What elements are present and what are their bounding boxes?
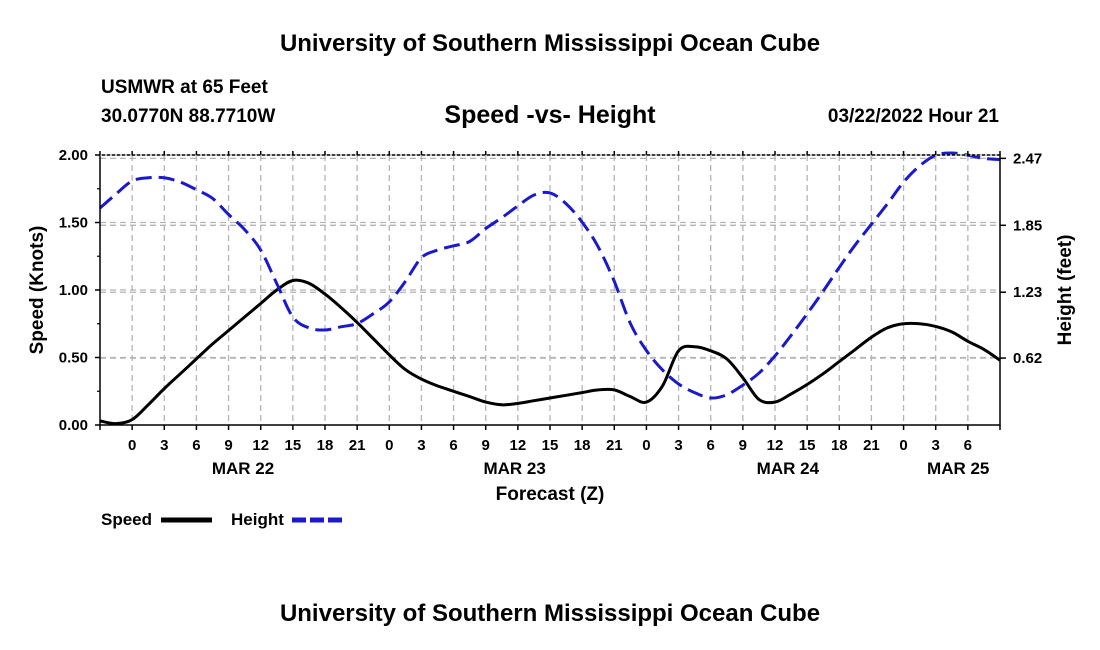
x-tick-label: 15 [542, 437, 559, 454]
x-tick-label: 21 [349, 437, 366, 454]
x-tick-label: 12 [252, 437, 269, 454]
x-tick-label: 15 [285, 437, 302, 454]
axes: 0 3 6 9 12 15 18 21 0 3 6 9 12 15 18 21 0 3 6 9 12 15 18 21 0 3 6M… [59, 147, 1042, 478]
legend-height-label: Height [231, 510, 284, 529]
x-tick-label: 12 [510, 437, 527, 454]
x-tick-label: 18 [317, 437, 334, 454]
legend: Speed Height [101, 510, 343, 529]
datestamp-label: 03/22/2022 Hour 21 [827, 106, 999, 127]
x-tick-label: 9 [224, 437, 232, 454]
x-tick-label: 6 [449, 437, 457, 454]
x-date-label: MAR 24 [757, 459, 820, 478]
x-tick-label: 6 [707, 437, 715, 454]
x-tick-label: 3 [160, 437, 168, 454]
x-tick-label: 6 [192, 437, 200, 454]
y-tick-label: 0.00 [59, 417, 88, 434]
y2-tick-label: 0.62 [1013, 350, 1042, 367]
x-tick-label: 0 [128, 437, 136, 454]
y-axis-label: Speed (Knots) [27, 226, 48, 355]
x-tick-label: 15 [799, 437, 816, 454]
footer-title: University of Southern Mississippi Ocean… [279, 600, 821, 627]
x-tick-label: 0 [899, 437, 907, 454]
chart-subtitle: Speed -vs- Height [444, 101, 656, 129]
y2-tick-label: 1.23 [1013, 284, 1042, 301]
x-date-label: MAR 25 [927, 459, 989, 478]
x-date-label: MAR 23 [483, 459, 545, 478]
y-tick-label: 0.50 [59, 350, 88, 367]
x-tick-label: 21 [606, 437, 623, 454]
chart-main-title: University of Southern Mississippi Ocean… [279, 30, 821, 57]
y2-tick-label: 1.85 [1013, 217, 1042, 234]
x-axis-label: Forecast (Z) [496, 484, 605, 505]
x-tick-label: 12 [767, 437, 784, 454]
x-tick-label: 18 [574, 437, 591, 454]
x-tick-label: 0 [385, 437, 393, 454]
x-tick-label: 18 [831, 437, 848, 454]
x-tick-label: 6 [964, 437, 972, 454]
x-date-label: MAR 22 [212, 459, 274, 478]
x-tick-label: 0 [642, 437, 650, 454]
series-layer [99, 151, 1001, 426]
x-tick-label: 9 [482, 437, 490, 454]
y2-tick-label: 2.47 [1013, 150, 1042, 167]
height-series-line [99, 151, 1001, 400]
x-tick-label: 3 [932, 437, 940, 454]
x-tick-label: 21 [863, 437, 880, 454]
coordinates-label: 30.0770N 88.7710W [101, 106, 276, 127]
speed-series-line [99, 278, 1001, 426]
x-tick-label: 3 [674, 437, 682, 454]
y-tick-label: 2.00 [59, 147, 88, 164]
y-tick-label: 1.50 [59, 215, 88, 232]
legend-speed-label: Speed [101, 510, 152, 529]
x-tick-label: 9 [739, 437, 747, 454]
y-tick-label: 1.00 [59, 282, 88, 299]
station-label: USMWR at 65 Feet [101, 77, 268, 98]
y2-axis-label: Height (feet) [1055, 235, 1076, 346]
grid [100, 155, 1000, 425]
x-tick-label: 3 [417, 437, 425, 454]
